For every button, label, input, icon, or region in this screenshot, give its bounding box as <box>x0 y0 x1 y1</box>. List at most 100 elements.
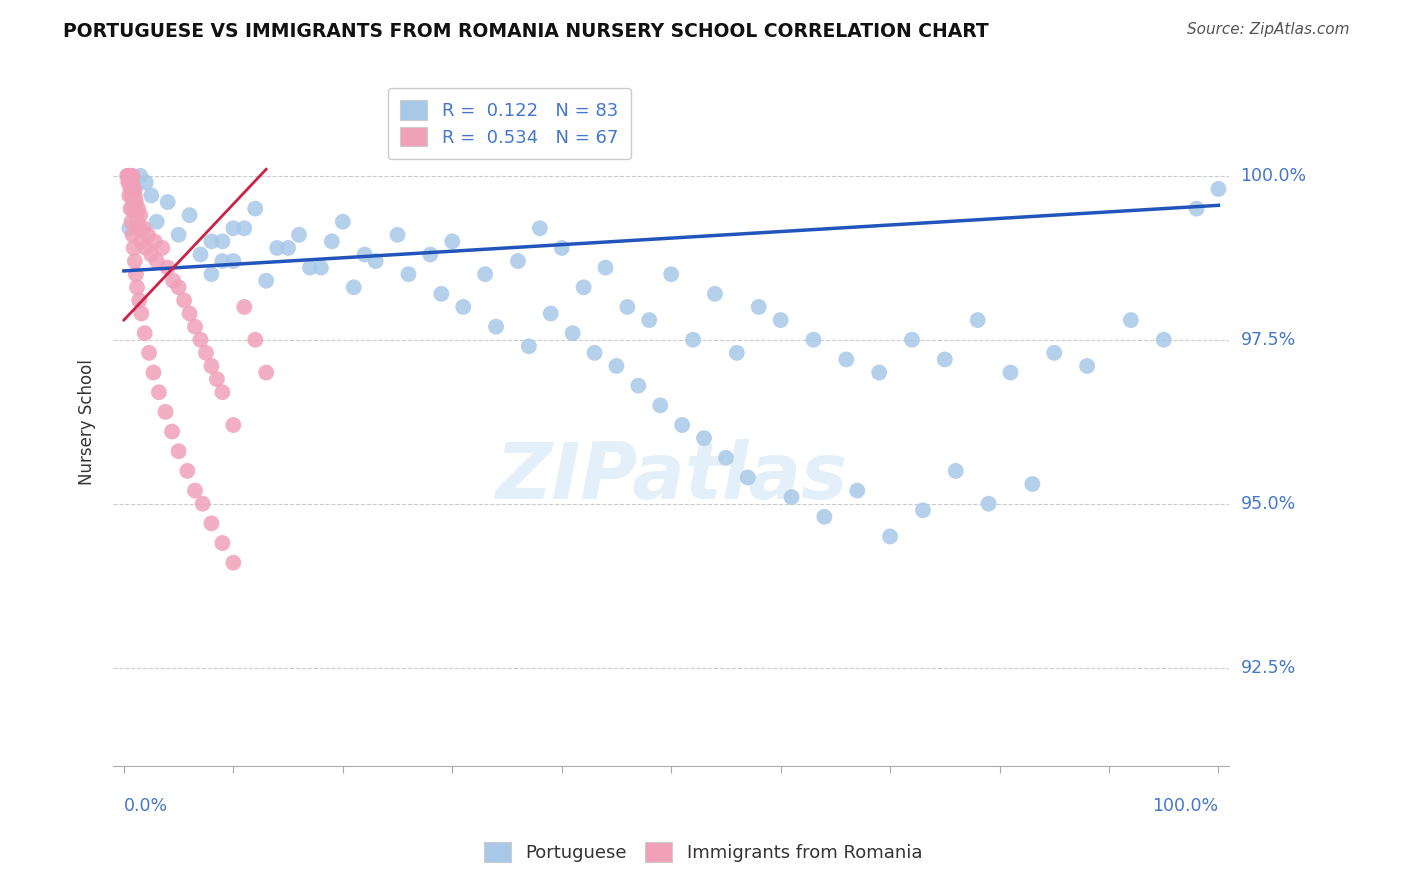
Point <box>583 346 606 360</box>
Point <box>540 306 562 320</box>
Y-axis label: Nursery School: Nursery School <box>79 359 96 484</box>
Point <box>474 267 496 281</box>
Point <box>156 260 179 275</box>
Point <box>162 274 184 288</box>
Point <box>121 169 143 183</box>
Point <box>551 241 574 255</box>
Point <box>125 215 148 229</box>
Point <box>184 319 207 334</box>
Point <box>156 194 179 209</box>
Point <box>120 182 142 196</box>
Text: PORTUGUESE VS IMMIGRANTS FROM ROMANIA NURSERY SCHOOL CORRELATION CHART: PORTUGUESE VS IMMIGRANTS FROM ROMANIA NU… <box>63 22 988 41</box>
Point <box>517 339 540 353</box>
Point <box>441 235 464 249</box>
Point <box>121 188 143 202</box>
Point <box>138 346 160 360</box>
Point <box>245 333 267 347</box>
Point <box>121 215 143 229</box>
Point <box>125 267 148 281</box>
Text: 92.5%: 92.5% <box>1240 658 1296 677</box>
Point <box>145 254 167 268</box>
Point <box>430 286 453 301</box>
Point <box>277 241 299 255</box>
Point <box>364 254 387 268</box>
Point <box>117 175 139 189</box>
Point <box>769 313 792 327</box>
Point <box>813 509 835 524</box>
Text: ZIPatlas: ZIPatlas <box>495 439 848 515</box>
Point <box>659 267 682 281</box>
Point <box>1185 202 1208 216</box>
Point <box>321 235 343 249</box>
Point <box>141 188 163 202</box>
Point <box>233 221 256 235</box>
Point <box>233 300 256 314</box>
Point <box>148 385 170 400</box>
Point <box>176 464 198 478</box>
Point <box>332 215 354 229</box>
Point <box>120 202 142 216</box>
Point <box>160 425 183 439</box>
Point <box>1119 313 1142 327</box>
Point <box>124 182 146 196</box>
Point <box>572 280 595 294</box>
Point <box>901 333 924 347</box>
Point <box>222 254 245 268</box>
Point <box>780 490 803 504</box>
Point <box>561 326 583 341</box>
Point <box>1021 477 1043 491</box>
Point <box>977 497 1000 511</box>
Point <box>1076 359 1098 373</box>
Point <box>121 202 143 216</box>
Point <box>191 497 214 511</box>
Point <box>211 254 233 268</box>
Point <box>529 221 551 235</box>
Point <box>118 175 141 189</box>
Point <box>184 483 207 498</box>
Point <box>142 366 165 380</box>
Point <box>682 333 704 347</box>
Point <box>595 260 617 275</box>
Point <box>129 208 152 222</box>
Point <box>266 241 288 255</box>
Point <box>173 293 195 308</box>
Point <box>211 536 233 550</box>
Legend: Portuguese, Immigrants from Romania: Portuguese, Immigrants from Romania <box>477 835 929 870</box>
Point <box>150 241 173 255</box>
Point <box>222 221 245 235</box>
Point <box>398 267 420 281</box>
Point <box>121 182 143 196</box>
Point <box>254 366 277 380</box>
Point <box>134 326 156 341</box>
Point <box>128 221 150 235</box>
Point <box>205 372 228 386</box>
Point <box>1000 366 1022 380</box>
Point <box>638 313 661 327</box>
Point <box>245 202 267 216</box>
Point <box>451 300 474 314</box>
Point <box>122 194 145 209</box>
Point <box>121 227 143 242</box>
Point <box>179 306 201 320</box>
Point <box>254 274 277 288</box>
Point <box>309 260 332 275</box>
Point <box>125 280 148 294</box>
Point <box>125 194 148 209</box>
Point <box>846 483 869 498</box>
Point <box>616 300 638 314</box>
Point <box>725 346 748 360</box>
Point <box>419 247 441 261</box>
Point <box>748 300 770 314</box>
Point <box>1208 182 1230 196</box>
Text: 97.5%: 97.5% <box>1240 331 1296 349</box>
Point <box>132 221 155 235</box>
Point <box>737 470 759 484</box>
Point <box>627 378 650 392</box>
Point <box>118 169 141 183</box>
Point <box>136 227 159 242</box>
Point <box>298 260 321 275</box>
Point <box>179 208 201 222</box>
Text: Source: ZipAtlas.com: Source: ZipAtlas.com <box>1187 22 1350 37</box>
Point <box>118 221 141 235</box>
Point <box>211 235 233 249</box>
